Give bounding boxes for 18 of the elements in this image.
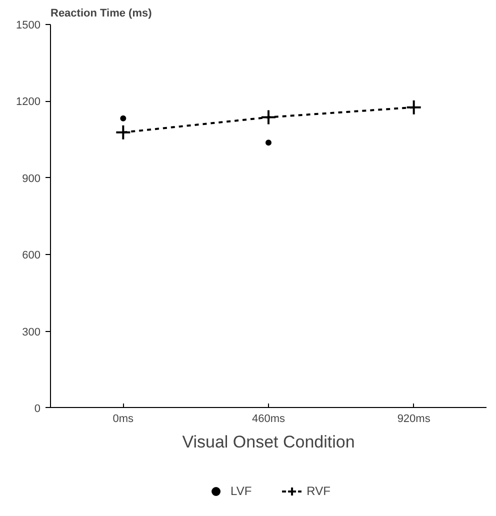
x-tick-label: 0ms bbox=[112, 412, 134, 425]
x-tick-label: 460ms bbox=[252, 412, 286, 425]
y-tick-label: 0 bbox=[34, 402, 41, 415]
legend-label: LVF bbox=[230, 484, 252, 498]
point bbox=[115, 124, 132, 140]
y-axis-title: Reaction Time (ms) bbox=[50, 8, 152, 20]
point bbox=[406, 99, 422, 116]
x-axis-title: Visual Onset Condition bbox=[182, 432, 355, 452]
point bbox=[266, 140, 272, 146]
y-tick-label: 1500 bbox=[16, 20, 41, 32]
point bbox=[260, 109, 276, 126]
y-tick-label: 600 bbox=[22, 250, 41, 262]
x-tick-label: 920ms bbox=[397, 412, 431, 425]
y-tick-label: 1200 bbox=[16, 96, 41, 108]
y-tick-label: 900 bbox=[22, 172, 41, 185]
point bbox=[120, 115, 126, 122]
y-tick-label: 300 bbox=[22, 326, 41, 338]
legend-label: RVF bbox=[306, 484, 330, 498]
